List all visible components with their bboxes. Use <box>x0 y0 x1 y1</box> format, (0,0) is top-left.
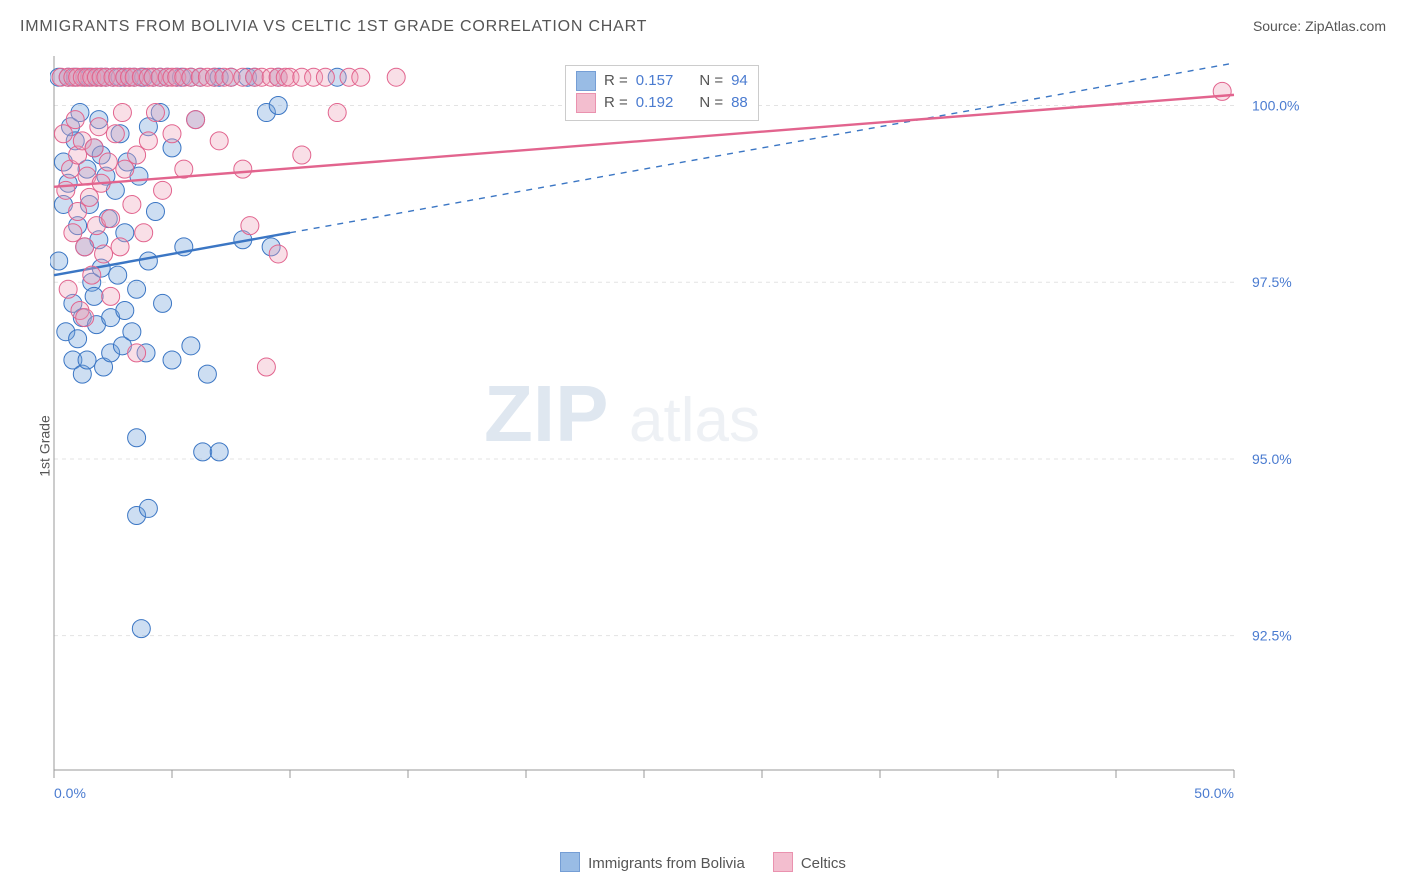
scatter-point <box>154 294 172 312</box>
trend-line-extrapolated <box>290 63 1234 233</box>
scatter-point <box>83 266 101 284</box>
scatter-point <box>269 96 287 114</box>
scatter-point <box>187 111 205 129</box>
scatter-point <box>154 181 172 199</box>
scatter-point <box>123 323 141 341</box>
chart-svg: ZIP atlas 92.5% 95.0% 97.5% 100.0% 0.0% 50.0% <box>50 50 1340 810</box>
svg-text:95.0%: 95.0% <box>1252 451 1292 467</box>
scatter-point <box>316 68 334 86</box>
scatter-point <box>106 125 124 143</box>
scatter-point <box>50 252 68 270</box>
legend-label: Immigrants from Bolivia <box>588 855 745 872</box>
svg-text:ZIP: ZIP <box>484 369 608 458</box>
scatter-point <box>198 365 216 383</box>
bottom-legend: Immigrants from Bolivia Celtics <box>0 852 1406 872</box>
chart-plot-area: ZIP atlas 92.5% 95.0% 97.5% 100.0% 0.0% 50.0% <box>50 50 1340 810</box>
scatter-point <box>64 224 82 242</box>
scatter-point <box>99 153 117 171</box>
scatter-point <box>90 118 108 136</box>
stats-n-value: 88 <box>731 92 748 114</box>
stats-r-label: R = <box>604 70 628 92</box>
scatter-point <box>128 344 146 362</box>
series-swatch-icon <box>576 71 596 91</box>
svg-text:0.0%: 0.0% <box>54 785 86 801</box>
stats-n-value: 94 <box>731 70 748 92</box>
legend-item: Celtics <box>773 855 846 872</box>
svg-text:92.5%: 92.5% <box>1252 628 1292 644</box>
stats-n-label: N = <box>699 70 723 92</box>
scatter-point <box>109 266 127 284</box>
stats-n-label: N = <box>699 92 723 114</box>
scatter-point <box>182 337 200 355</box>
scatter-point <box>293 146 311 164</box>
scatter-point <box>210 443 228 461</box>
scatter-point <box>95 245 113 263</box>
scatter-point <box>66 111 84 129</box>
scatter-point <box>128 429 146 447</box>
svg-text:100.0%: 100.0% <box>1252 97 1299 113</box>
scatter-point <box>85 139 103 157</box>
scatter-point <box>128 146 146 164</box>
scatter-point <box>116 160 134 178</box>
series-swatch-icon <box>773 852 793 872</box>
scatter-point <box>163 125 181 143</box>
correlation-stats-box: R = 0.157 N = 94 R = 0.192 N = 88 <box>565 65 759 121</box>
chart-title: IMMIGRANTS FROM BOLIVIA VS CELTIC 1ST GR… <box>20 18 647 36</box>
scatter-point <box>163 351 181 369</box>
scatter-point <box>139 132 157 150</box>
scatter-point <box>116 301 134 319</box>
scatter-point <box>194 443 212 461</box>
scatter-point <box>128 280 146 298</box>
svg-text:atlas: atlas <box>629 386 760 455</box>
scatter-point <box>80 188 98 206</box>
series-swatch-icon <box>560 852 580 872</box>
stats-row: R = 0.157 N = 94 <box>576 70 748 92</box>
scatter-point <box>102 287 120 305</box>
scatter-point <box>102 210 120 228</box>
scatter-point <box>59 280 77 298</box>
svg-text:50.0%: 50.0% <box>1194 785 1234 801</box>
scatter-point <box>85 287 103 305</box>
scatter-point <box>76 238 94 256</box>
scatter-point <box>269 245 287 263</box>
scatter-point <box>111 238 129 256</box>
scatter-point <box>210 132 228 150</box>
svg-text:97.5%: 97.5% <box>1252 274 1292 290</box>
scatter-point <box>123 195 141 213</box>
scatter-point <box>352 68 370 86</box>
stats-r-value: 0.192 <box>636 92 674 114</box>
scatter-point <box>54 125 72 143</box>
scatter-point <box>139 499 157 517</box>
scatter-point <box>257 358 275 376</box>
stats-r-value: 0.157 <box>636 70 674 92</box>
scatter-point <box>146 203 164 221</box>
scatter-point <box>78 351 96 369</box>
scatter-point <box>139 252 157 270</box>
scatter-point <box>234 160 252 178</box>
legend-label: Celtics <box>801 855 846 872</box>
scatter-point <box>76 309 94 327</box>
scatter-point <box>69 330 87 348</box>
scatter-point <box>328 104 346 122</box>
scatter-point <box>132 620 150 638</box>
scatter-point <box>387 68 405 86</box>
series-swatch-icon <box>576 93 596 113</box>
scatter-point <box>113 104 131 122</box>
stats-r-label: R = <box>604 92 628 114</box>
scatter-point <box>69 203 87 221</box>
scatter-point <box>1213 82 1231 100</box>
legend-item: Immigrants from Bolivia <box>560 855 745 872</box>
scatter-point <box>241 217 259 235</box>
stats-row: R = 0.192 N = 88 <box>576 92 748 114</box>
scatter-point <box>146 104 164 122</box>
scatter-point <box>57 181 75 199</box>
scatter-point <box>135 224 153 242</box>
source-attribution: Source: ZipAtlas.com <box>1253 18 1386 34</box>
